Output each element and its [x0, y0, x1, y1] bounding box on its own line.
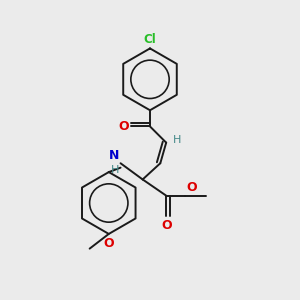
Text: Cl: Cl	[144, 33, 156, 46]
Text: O: O	[103, 237, 114, 250]
Text: O: O	[187, 181, 197, 194]
Text: N: N	[109, 149, 119, 162]
Text: H: H	[111, 165, 119, 175]
Text: H: H	[173, 135, 181, 145]
Text: O: O	[118, 120, 128, 133]
Text: O: O	[161, 219, 172, 232]
